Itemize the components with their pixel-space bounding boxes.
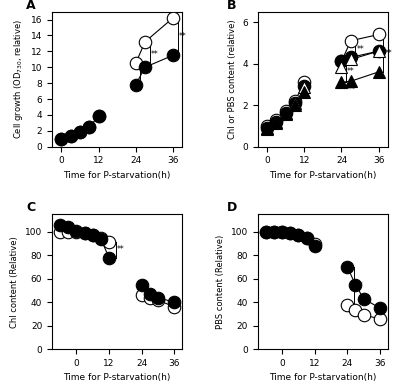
Text: **: ** [179, 32, 186, 41]
X-axis label: Time for P-starvation(h): Time for P-starvation(h) [269, 374, 376, 383]
Text: C: C [26, 201, 35, 215]
Text: A: A [26, 0, 36, 12]
Text: **: ** [356, 281, 363, 290]
Y-axis label: Cell growth (OD$_{730}$, relative): Cell growth (OD$_{730}$, relative) [12, 19, 25, 139]
Y-axis label: PBS content (Relative): PBS content (Relative) [216, 235, 225, 329]
Text: B: B [226, 0, 236, 12]
Y-axis label: Chl or PBS content (relative): Chl or PBS content (relative) [228, 19, 237, 139]
Text: **: ** [142, 69, 149, 78]
Text: **: ** [347, 68, 355, 76]
Text: ***: *** [346, 85, 356, 92]
Text: **: ** [384, 48, 392, 58]
Text: ***: *** [336, 85, 346, 92]
X-axis label: Time for P-starvation(h): Time for P-starvation(h) [64, 171, 171, 180]
X-axis label: Time for P-starvation(h): Time for P-starvation(h) [64, 374, 171, 383]
Text: **: ** [356, 45, 364, 54]
Text: **: ** [151, 50, 159, 59]
X-axis label: Time for P-starvation(h): Time for P-starvation(h) [269, 171, 376, 180]
Y-axis label: Chl content (Relative): Chl content (Relative) [10, 236, 20, 327]
Text: D: D [226, 201, 237, 215]
Text: **: ** [117, 246, 125, 255]
